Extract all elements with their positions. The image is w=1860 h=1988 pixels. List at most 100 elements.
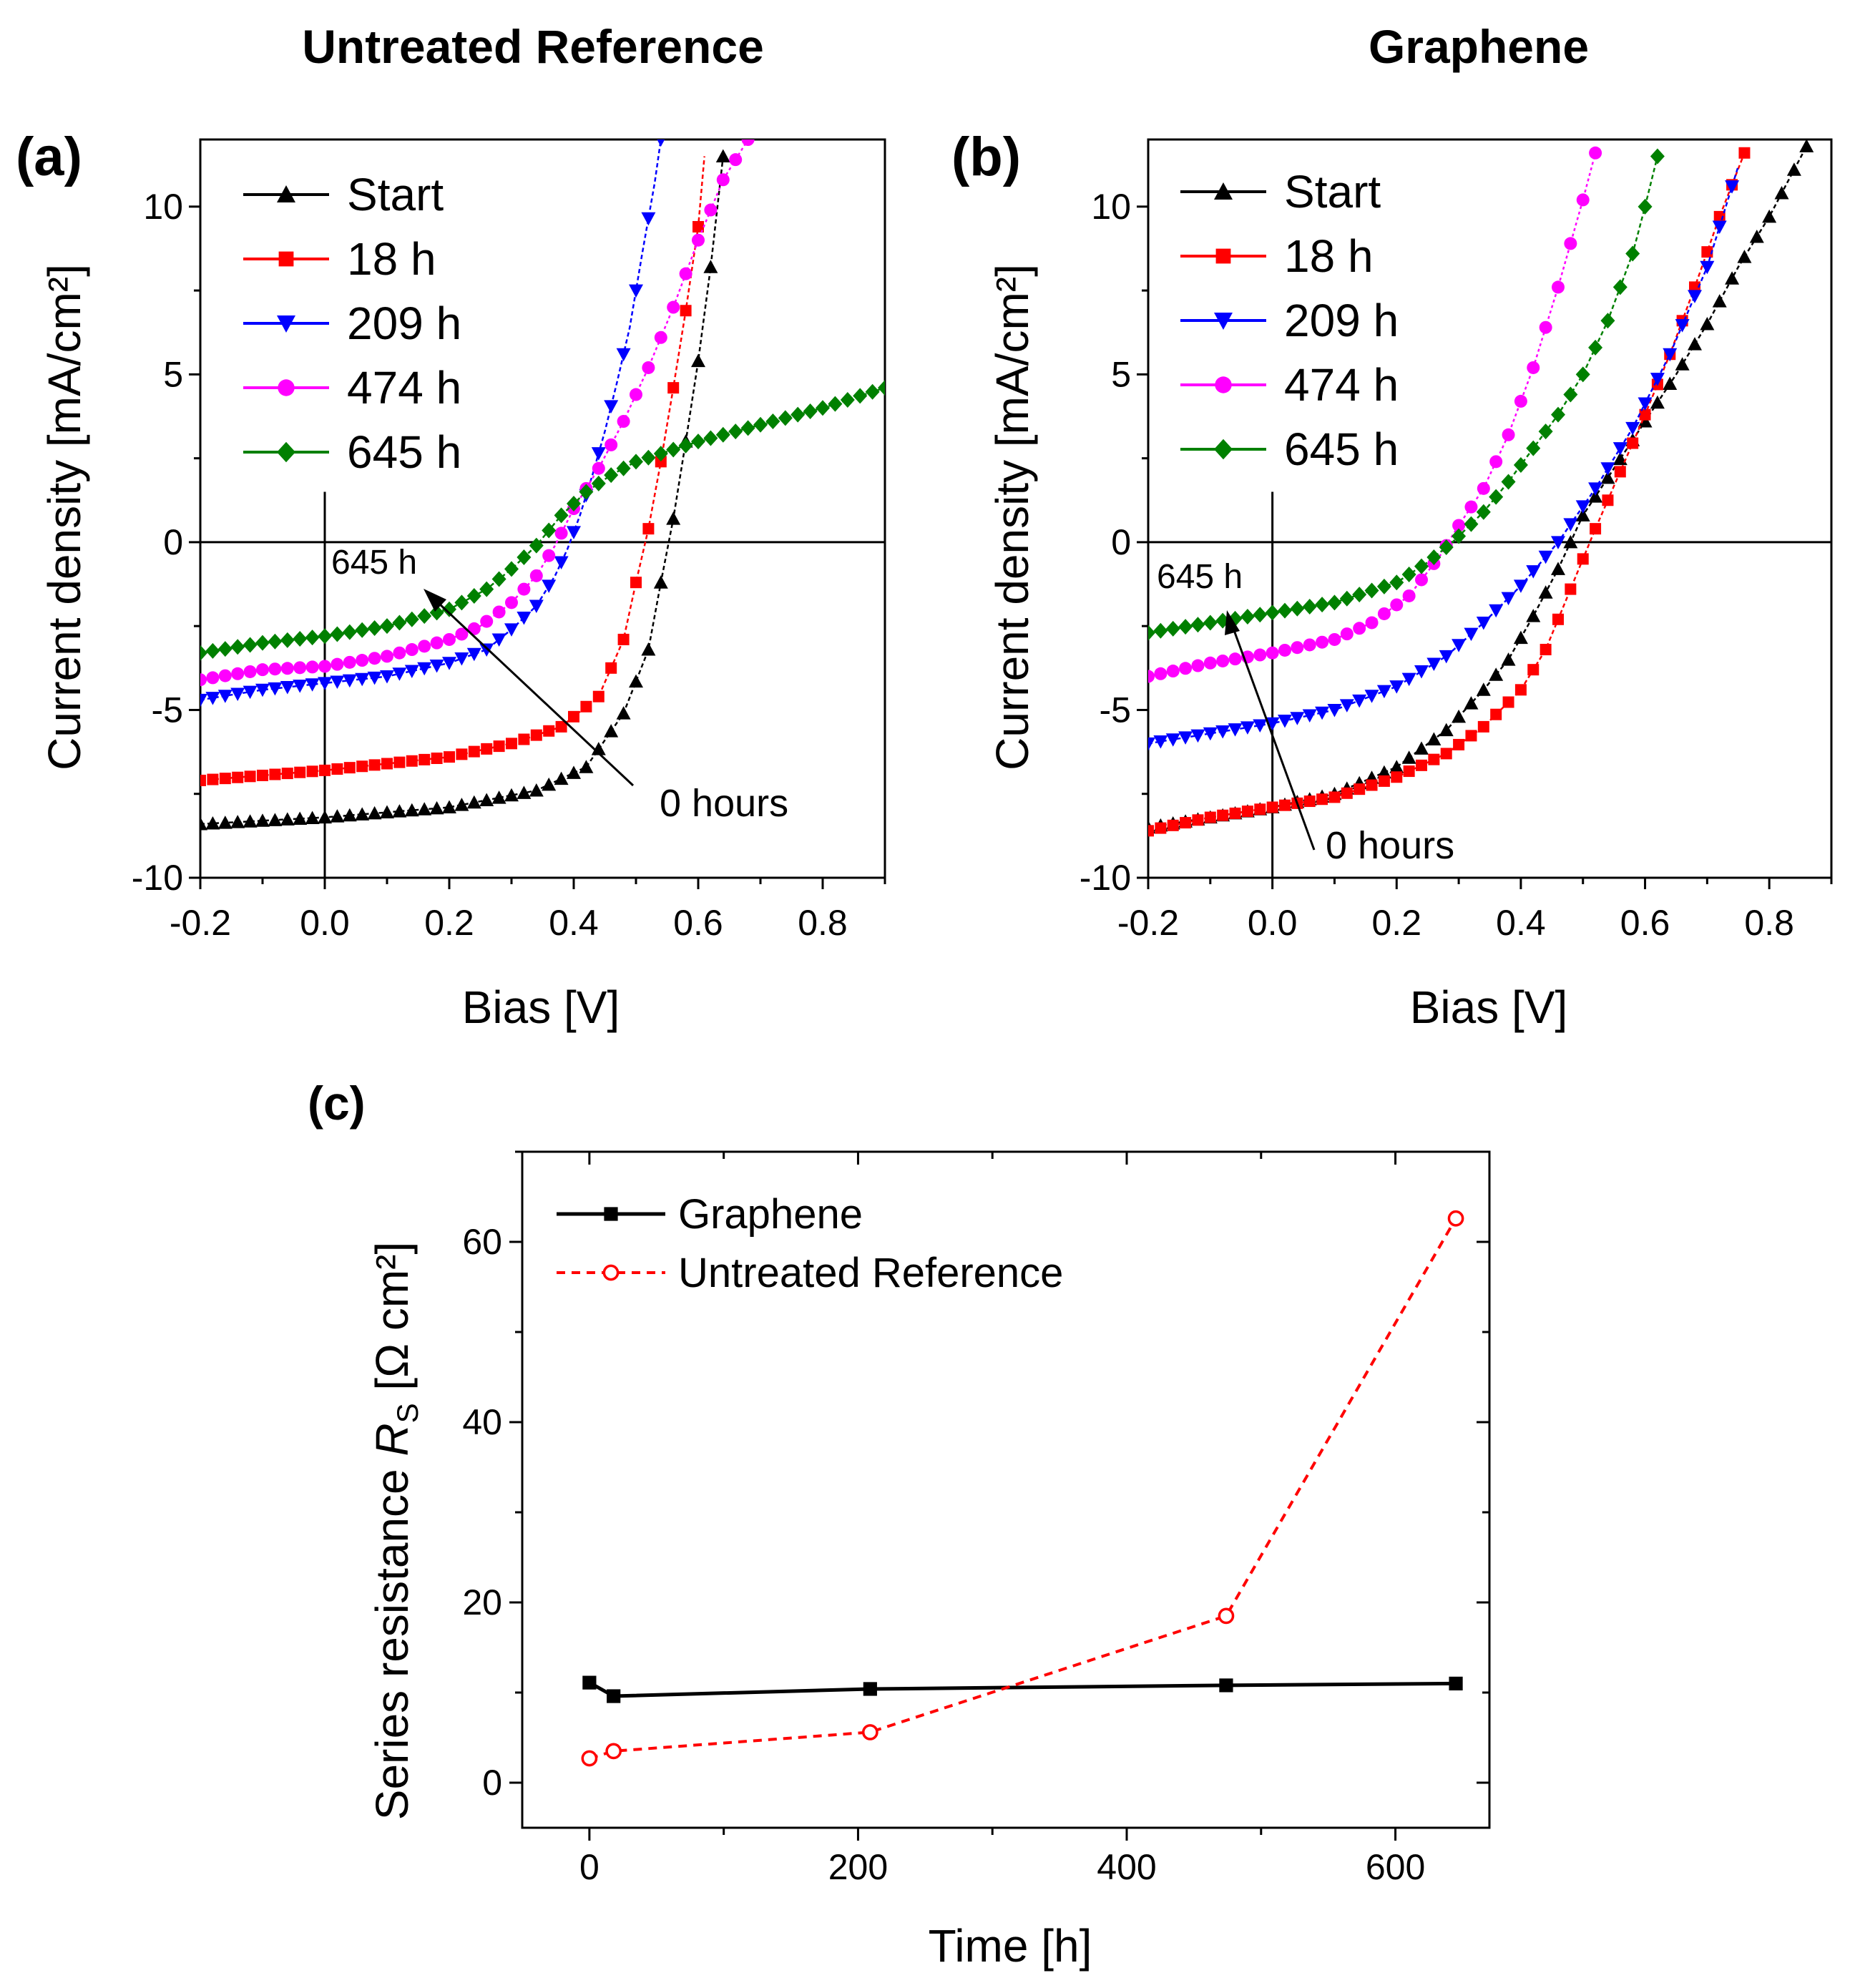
panel-b-series-18-h-point [1416,759,1427,771]
panel-b-xtick-label: -0.2 [1117,903,1179,943]
panel-a-series-start-point [542,777,557,791]
panel-b-label: (b) [951,127,1021,187]
panel-a-series-18-h-point [356,760,368,773]
panel-b-series-474-h-point [1489,455,1503,469]
panel-b-series-474-h-point [1303,638,1316,652]
panel-a-series-start-point [367,806,382,820]
panel-c-ylabel-subscript: S [391,1403,424,1423]
panel-a-series-209-h-point [293,680,308,693]
panel-a-series-645-h-point [504,561,519,577]
panel-a-legend-474-h-label: 474 h [347,362,461,413]
panel-a-series-474-h-point [630,388,642,401]
panel-c-series-untreated-reference-point [1218,1607,1235,1625]
panel-a-series-645-h-point [367,620,382,636]
panel-a-series-start-point [479,793,494,806]
panel-b-xtick-label: 0.4 [1496,903,1546,943]
panel-a-series-start-point [442,800,456,813]
panel-a-series-18-h-point [219,773,231,785]
panel-a-series-645-h-point [404,611,419,627]
panel-a-legend: Start 18 h 209 h 474 h 645 h [243,169,461,478]
panel-a-series-209-h-point [442,657,456,670]
panel-a-series-645-h-point [678,437,693,454]
panel-a-series-645-h-point [790,406,806,423]
panel-b-series-645-h-point [1501,474,1516,490]
panel-a-series-209-h-point [404,665,419,679]
panel-b-series-209-h-point [1563,518,1578,532]
panel-b-series-645-h-point [1426,549,1442,566]
panel-a-series-645-h-point [765,413,780,430]
panel-a-series-209-h-point [243,685,258,700]
panel-a-series-474-h-point [356,654,369,667]
panel-a-series-start-point [653,575,668,589]
panel-b-series-18-h-point [1540,644,1552,656]
panel-b-series-start-point [1675,357,1690,371]
panel-a-series-474-h-point [592,461,605,475]
panel-b-series-18-h-point [1590,523,1602,535]
panel-b-series-18-h-point [1266,801,1278,813]
panel-b-legend-645-h-marker [1214,439,1233,460]
panel-a-series-start-point [616,706,631,720]
panel-a-series-645-h-point [417,608,432,625]
panel-b-series-645-h-point [1551,406,1565,423]
panel-a-series-18-h-point [655,456,667,468]
panel-a-xtick-label: 0.0 [300,903,350,943]
panel-b-series-18-h-point [1316,793,1328,806]
panel-b-series-209-h-point [1315,706,1330,720]
panel-a-annotation-645h: 645 h [331,544,417,582]
panel-b-ytick-label: 5 [1111,354,1131,394]
panel-b-series-18-h-point [1279,799,1291,811]
panel-b-series-18-h-point [1514,684,1527,696]
panel-b-series-18-h-point [1391,771,1403,783]
panel-b-series-209-h-point [1700,260,1715,275]
panel-a-series-start-point [318,810,332,824]
panel-a-series-18-h-point [232,771,244,783]
panel-a-series-645-h-point [200,645,207,661]
panel-a-series-start-point [243,814,258,828]
panel-a-series-645-h-point [816,400,830,416]
panel-a-series-start-point [404,803,419,817]
panel-b-series-209-h-point [1148,737,1155,751]
panel-b-series-474-h-point [1390,598,1404,612]
panel-b-series-645-h-point [1612,279,1628,295]
panel-b-series-645-h-point [1401,566,1416,582]
panel-a-series-645-h-point [293,631,308,647]
panel-b-series-474-h-point [1179,662,1193,675]
panel-a-xtick-label: 0.6 [673,903,723,943]
panel-b-series-start-point [1588,489,1603,503]
panel-a-series-209-h-point [604,400,619,413]
panel-b-xtick-label: 0.8 [1744,903,1794,943]
panel-b-series-645-h-point [1563,386,1578,403]
panel-a-series-474-h-point [517,582,531,596]
panel-b-series-645-h-point [1650,148,1665,165]
panel-b-series-209-h-point [1327,703,1342,718]
panel-b-series-645-h-point [1489,489,1504,505]
panel-a-series-645-h-point [355,622,370,638]
panel-b-series-start-point [1563,534,1578,549]
panel-b-series-474-h-point [1148,670,1155,683]
panel-b-series-645-h-point [1203,614,1218,631]
panel-a-annotation-arrow [426,592,635,787]
panel-a-series-18-h-point [306,765,318,778]
panel-b-series-18-h-point [1627,437,1639,449]
panel-a-series-start-point [504,788,519,802]
panel-b-series-209-h-point [1663,348,1678,362]
panel-c-series-graphene-point [607,1689,621,1703]
panel-c-ytick-label: 60 [462,1222,502,1262]
panel-b-series-209-h-point [1526,565,1541,579]
panel-c-xtick-label: 0 [579,1847,599,1887]
panel-a-series-18-h-point [294,766,306,778]
panel-a-series-18-h-point [456,748,468,760]
panel-a-series-18-h-point [331,763,343,775]
panel-a-series-474-h-point [430,636,444,650]
panel-a-series-474-h-point [381,650,393,663]
panel-b-series-start-point [1575,508,1590,522]
panel-b-series-18-h-point [1254,803,1266,816]
panel-a-series-18-h-point [319,764,331,776]
panel-a-label: (a) [16,127,82,187]
panel-b-series-209-h-point [1489,604,1504,618]
panel-b-series-474-h-point [1154,667,1168,680]
panel-a-series-474-h-point [455,627,469,641]
panel-a-series-start-point [529,783,544,797]
panel-b-series-18-h-point [1204,811,1216,823]
panel-c-legend-graphene-label: Graphene [678,1191,863,1238]
